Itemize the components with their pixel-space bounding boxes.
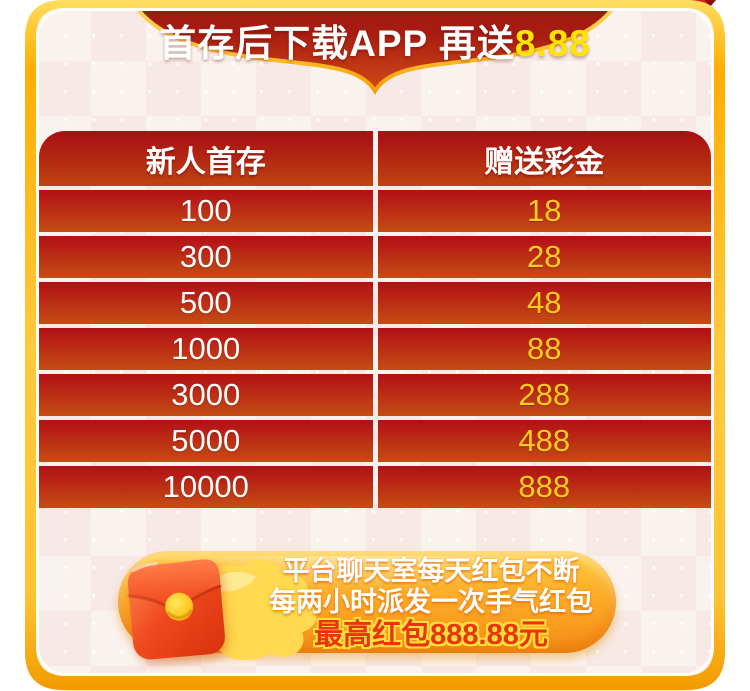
table-body: 100 18 300 28 500 48 1000 88 3000 288 50… bbox=[39, 190, 711, 508]
table-cell-deposit: 3000 bbox=[39, 374, 373, 416]
table-cell-deposit: 500 bbox=[39, 282, 373, 324]
table-cell-bonus: 888 bbox=[377, 466, 711, 508]
table-cell-bonus: 18 bbox=[377, 190, 711, 232]
promo-line-1: 平台聊天室每天红包不断 bbox=[282, 556, 580, 586]
banner-main-text: 首存后下载APP 再送 bbox=[159, 23, 515, 64]
deposit-bonus-table: 新人首存 赠送彩金 100 18 300 28 500 48 1000 88 3… bbox=[39, 131, 711, 508]
banner-highlight-amount: 8.88 bbox=[514, 23, 591, 64]
promo-max-redpacket: 最高红包888.88元 bbox=[314, 619, 548, 651]
table-header-row: 新人首存 赠送彩金 bbox=[39, 131, 711, 186]
table-cell-bonus: 488 bbox=[377, 420, 711, 462]
table-cell-deposit: 300 bbox=[39, 236, 373, 278]
table-cell-bonus: 88 bbox=[377, 328, 711, 370]
top-banner-text: 首存后下载APP 再送8.88 bbox=[0, 13, 750, 67]
table-cell-bonus: 48 bbox=[377, 282, 711, 324]
header-deposit: 新人首存 bbox=[39, 131, 373, 186]
table-cell-deposit: 100 bbox=[39, 190, 373, 232]
promo-line-2: 每两小时派发一次手气红包 bbox=[269, 587, 593, 617]
table-cell-deposit: 5000 bbox=[39, 420, 373, 462]
table-cell-bonus: 28 bbox=[377, 236, 711, 278]
promo-text-block: 平台聊天室每天红包不断 每两小时派发一次手气红包 最高红包888.88元 bbox=[245, 556, 617, 652]
red-envelope-icon bbox=[127, 559, 225, 660]
table-cell-bonus: 288 bbox=[377, 374, 711, 416]
header-bonus: 赠送彩金 bbox=[377, 131, 711, 186]
table-cell-deposit: 1000 bbox=[39, 328, 373, 370]
table-cell-deposit: 10000 bbox=[39, 466, 373, 508]
